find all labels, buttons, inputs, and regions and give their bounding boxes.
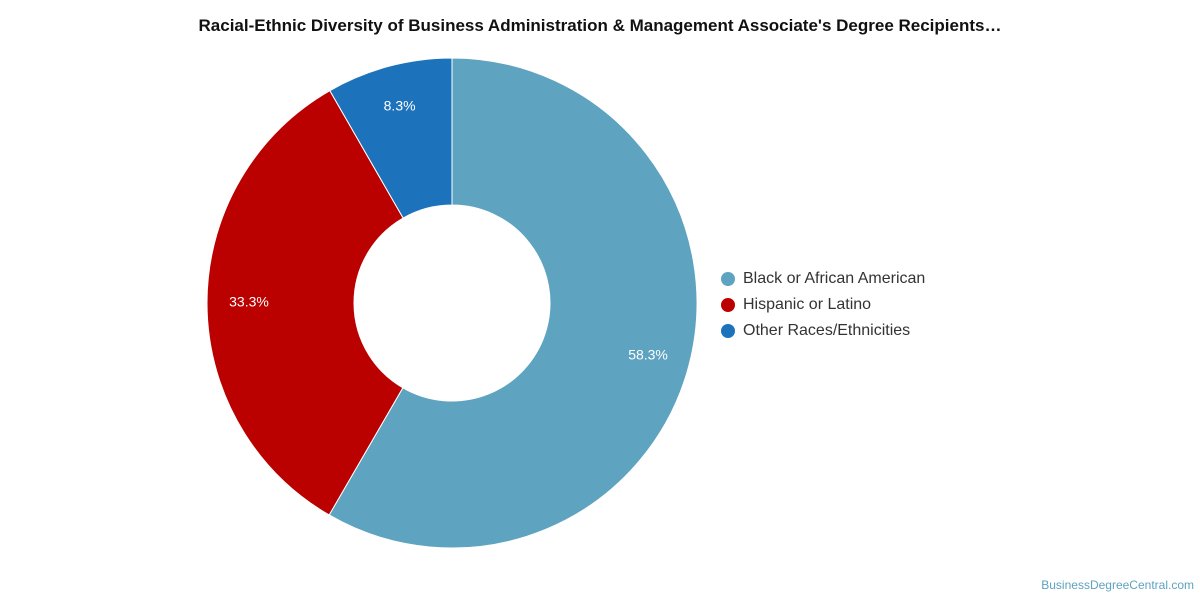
donut-slice-labels: 58.3% 33.3% 8.3% [229, 98, 668, 363]
legend-item-hispanic-or-latino[interactable]: Hispanic or Latino [721, 292, 925, 318]
legend-label: Other Races/Ethnicities [743, 322, 911, 339]
slice-black-or-african-american[interactable] [328, 57, 698, 549]
donut-slices [206, 57, 698, 549]
legend-label: Black or African American [743, 270, 926, 287]
chart-legend: Black or African American Hispanic or Lat… [721, 266, 925, 344]
chart-title: Racial-Ethnic Diversity of Business Admi… [198, 16, 1002, 35]
slice-label-black-or-african-american: 58.3% [628, 346, 668, 362]
legend-swatch-icon [721, 298, 735, 312]
legend-swatch-icon [721, 272, 735, 286]
legend-label: Hispanic or Latino [743, 296, 872, 313]
legend-item-other-races-ethnicities[interactable]: Other Races/Ethnicities [721, 318, 925, 344]
legend-swatch-icon [721, 324, 735, 338]
source-credit[interactable]: BusinessDegreeCentral.com [1041, 578, 1194, 592]
slice-hispanic-or-latino[interactable] [206, 89, 404, 516]
legend-item-black-or-african-american[interactable]: Black or African American [721, 266, 925, 292]
slice-label-hispanic-or-latino: 33.3% [229, 293, 269, 309]
slice-other-races-ethnicities[interactable] [329, 57, 453, 219]
slice-label-other-races-ethnicities: 8.3% [384, 98, 416, 114]
